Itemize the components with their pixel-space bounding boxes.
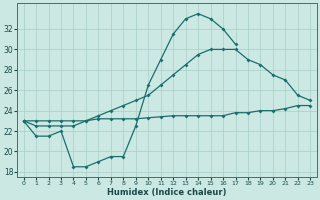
X-axis label: Humidex (Indice chaleur): Humidex (Indice chaleur) bbox=[107, 188, 227, 197]
